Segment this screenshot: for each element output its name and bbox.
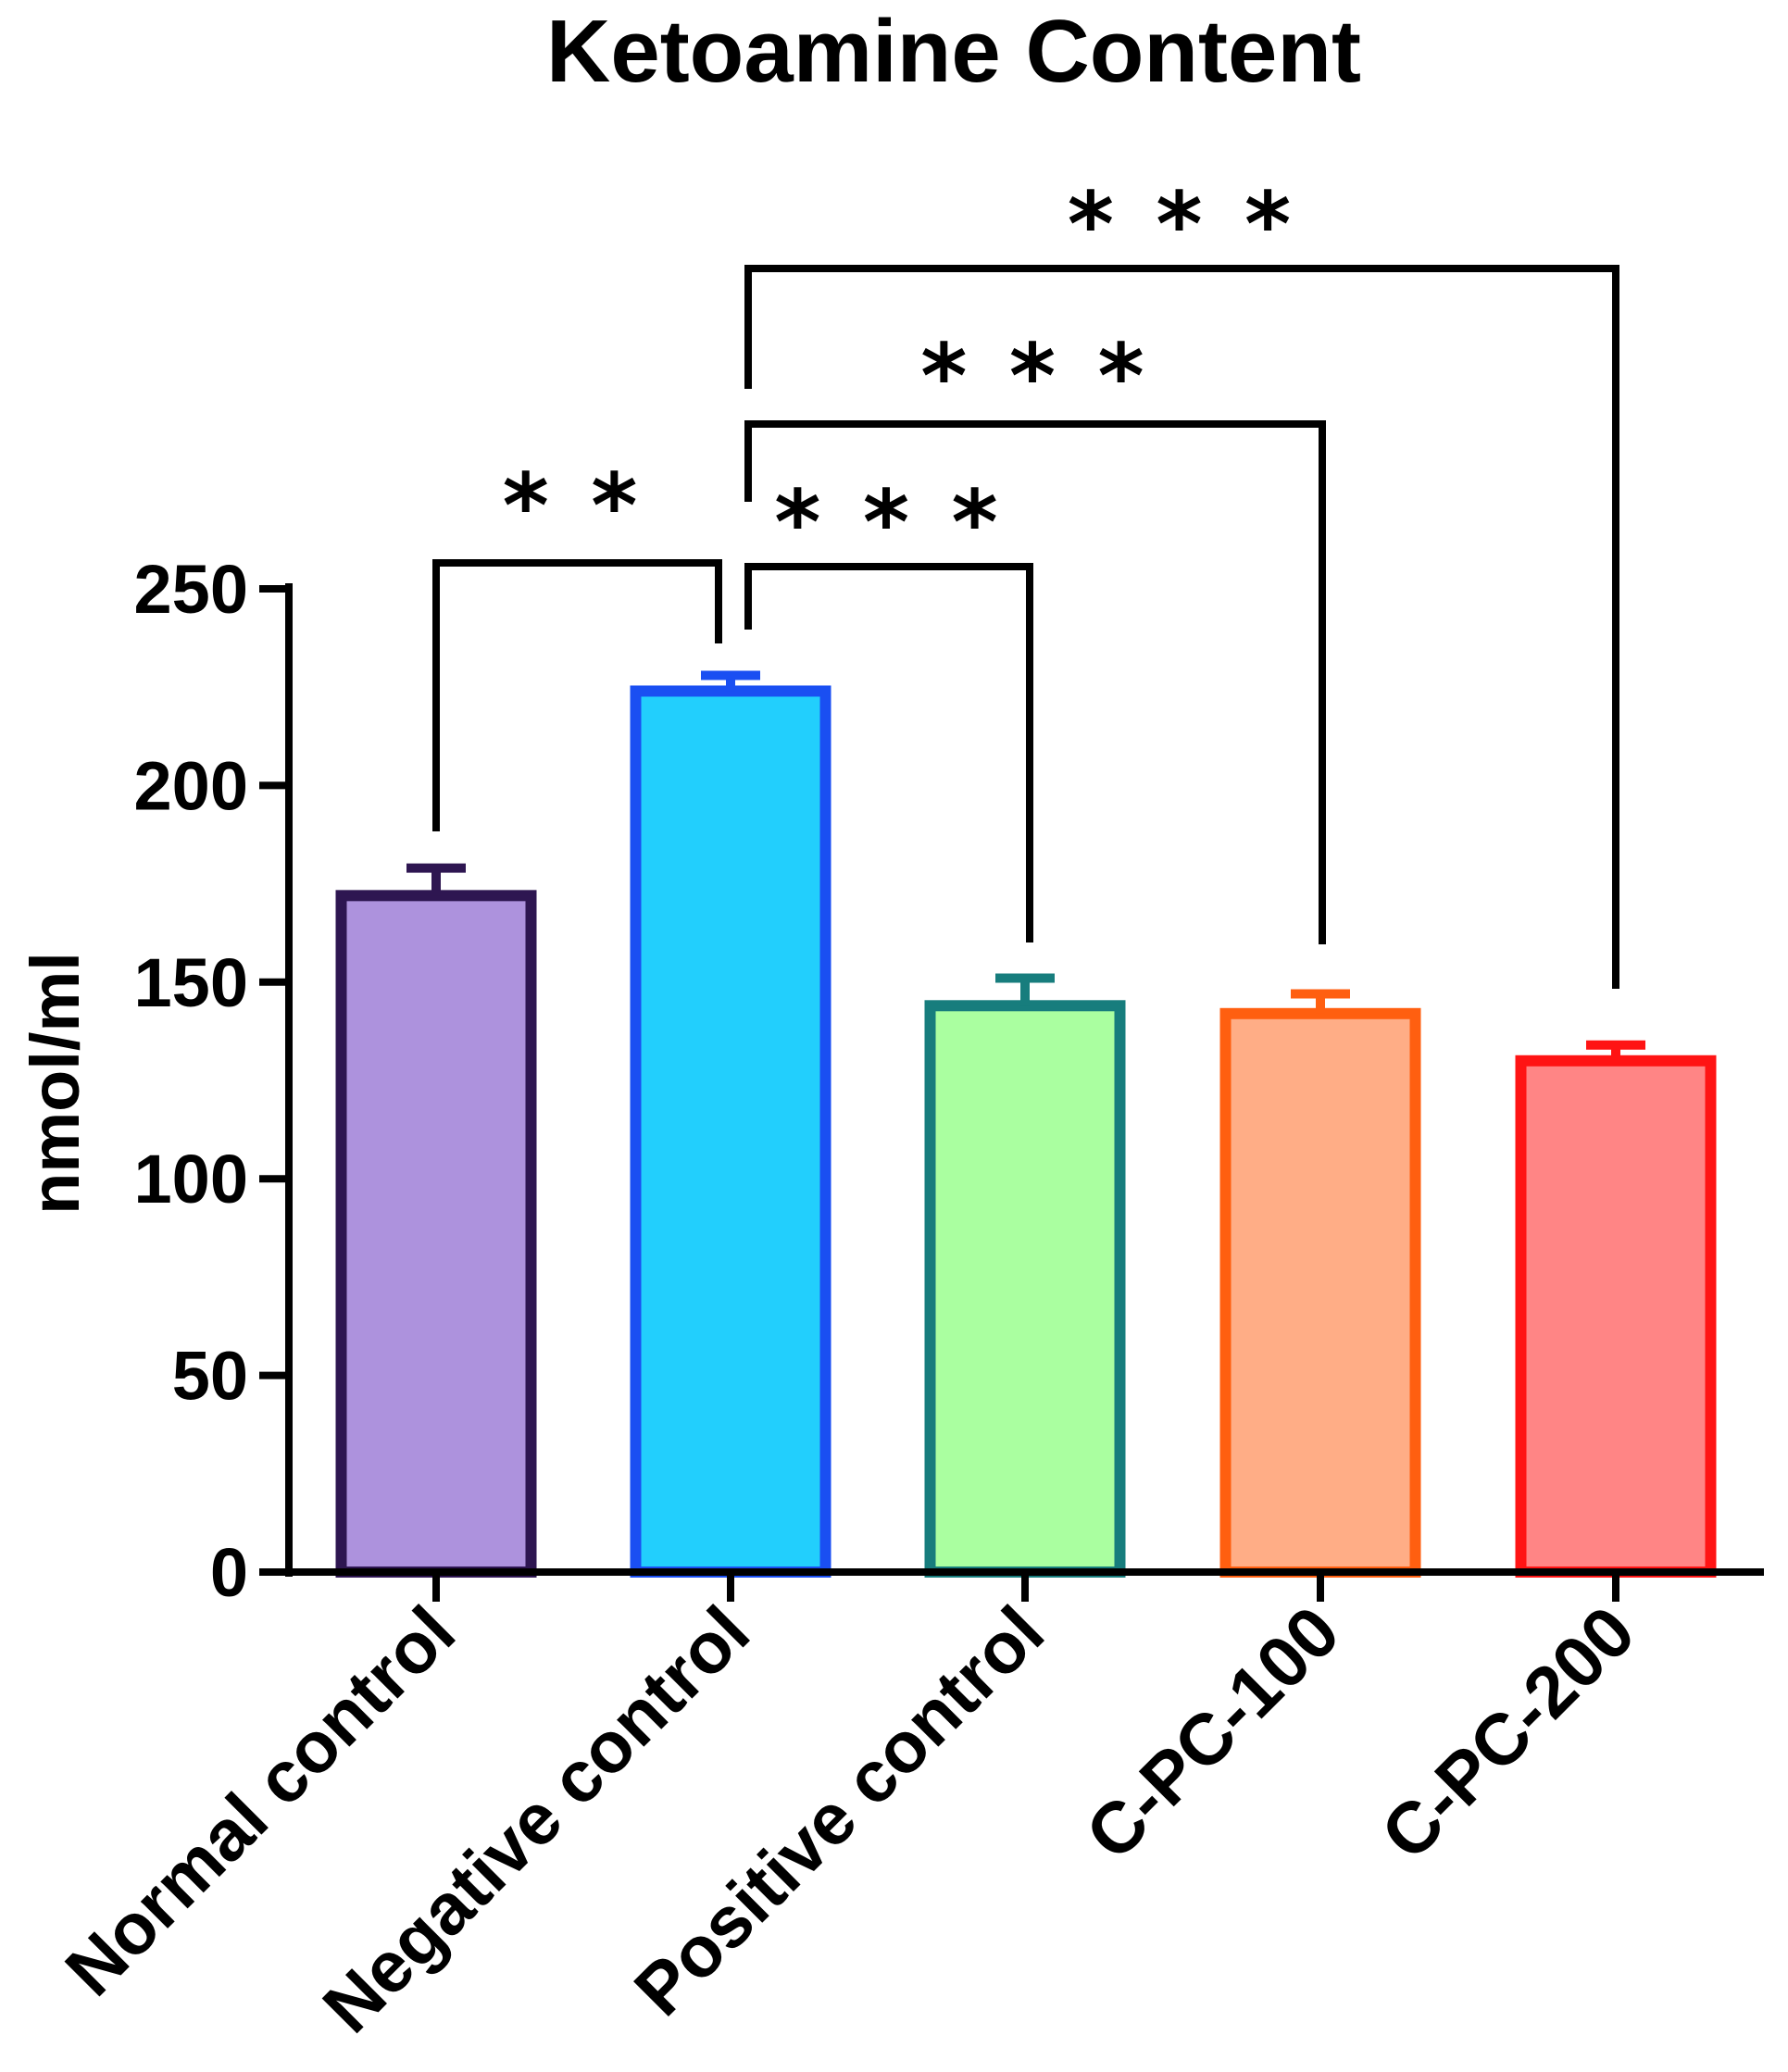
bar-1 — [630, 685, 831, 1578]
significance-bracket-3 — [744, 265, 1619, 989]
significance-label-1: * * * — [774, 471, 1003, 575]
bar-2 — [924, 1000, 1126, 1578]
significance-bracket-2 — [744, 420, 1326, 944]
y-tick-label-0: 0 — [210, 1534, 248, 1611]
y-tick-label-2: 100 — [134, 1141, 248, 1217]
y-tick-label-4: 200 — [134, 747, 248, 824]
significance-bracket-1 — [744, 563, 1033, 942]
significance-label-0: * * — [503, 455, 644, 558]
significance-label-3: * * * — [1068, 173, 1296, 277]
y-tick-label-3: 150 — [134, 944, 248, 1021]
bar-3 — [1219, 1007, 1421, 1579]
y-tick-label-5: 250 — [134, 551, 248, 628]
y-tick-label-1: 50 — [172, 1338, 248, 1415]
x-tick-label-4: C-PC-200 — [1366, 1591, 1650, 1875]
bar-0 — [335, 890, 537, 1578]
significance-label-2: * * * — [920, 325, 1149, 429]
chart-title: Ketoamine Content — [546, 2, 1361, 101]
x-tick-label-3: C-PC-100 — [1070, 1591, 1355, 1875]
bar-4 — [1515, 1055, 1717, 1578]
significance-bracket-0 — [432, 559, 722, 831]
y-axis-label: nmol/ml — [17, 952, 94, 1215]
